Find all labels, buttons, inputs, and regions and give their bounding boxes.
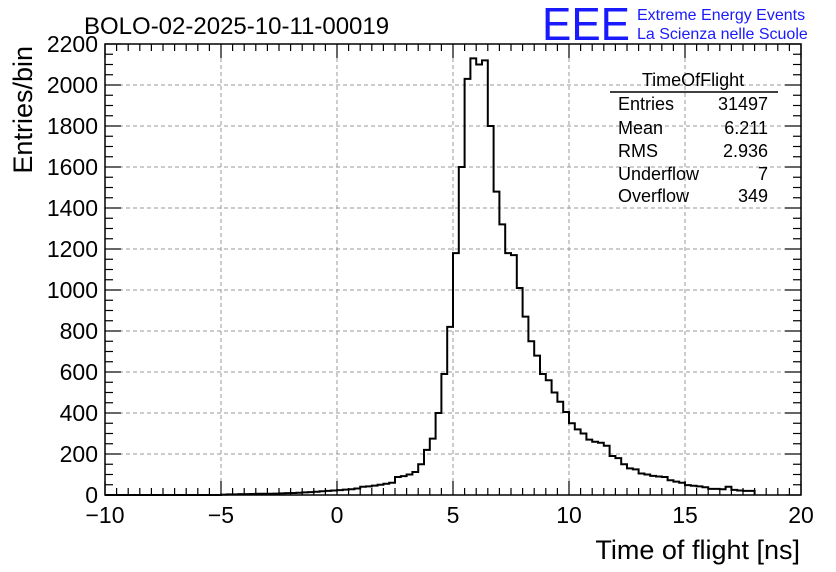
y-tick-label: 1000 [47, 277, 98, 303]
x-tick-label: −10 [85, 502, 124, 528]
eee-logo: EEE Extreme Energy Events La Scienza nel… [542, 0, 808, 50]
y-tick-label: 200 [60, 441, 98, 467]
chart-title: BOLO-02-2025-10-11-00019 [84, 13, 389, 40]
y-tick-label: 1800 [47, 113, 98, 139]
x-tick-label: −5 [208, 502, 234, 528]
stats-value-mean: 6.211 [724, 118, 768, 138]
stats-label-entries: Entries [618, 94, 674, 114]
stats-title: TimeOfFlight [642, 70, 744, 90]
eee-logo-text: EEE [542, 0, 630, 50]
stats-label-overflow: Overflow [618, 186, 690, 206]
y-tick-label: 600 [60, 359, 98, 385]
stats-label-rms: RMS [618, 141, 658, 161]
x-tick-label: 10 [556, 502, 582, 528]
x-tick-label: 20 [788, 502, 814, 528]
y-tick-label: 800 [60, 318, 98, 344]
stats-value-underflow: 7 [758, 164, 768, 184]
y-tick-label: 2000 [47, 72, 98, 98]
ticks-layer [104, 43, 802, 496]
stats-box: TimeOfFlight Entries 31497 Mean 6.211 RM… [610, 70, 778, 206]
eee-logo-line2: La Scienza nelle Scuole [637, 26, 808, 43]
stats-label-mean: Mean [618, 118, 663, 138]
y-tick-label: 1200 [47, 236, 98, 262]
stats-value-rms: 2.936 [723, 141, 768, 161]
x-tick-label: 5 [447, 502, 460, 528]
x-tick-label: 15 [672, 502, 698, 528]
y-tick-label: 1600 [47, 154, 98, 180]
y-tick-label: 1400 [47, 195, 98, 221]
stats-label-underflow: Underflow [618, 164, 700, 184]
stats-value-overflow: 349 [738, 186, 768, 206]
x-axis-label: Time of flight [ns] [595, 535, 800, 565]
tick-labels-layer: −10 −5 0 5 10 15 20020040060080010001200140016… [47, 31, 814, 528]
y-tick-label: 400 [60, 400, 98, 426]
y-axis-label: Entries/bin [8, 46, 38, 174]
y-tick-label: 0 [85, 482, 98, 508]
stats-value-entries: 31497 [718, 94, 768, 114]
eee-logo-line1: Extreme Energy Events [637, 7, 805, 24]
x-tick-label: 0 [331, 502, 344, 528]
y-tick-label: 2200 [47, 31, 98, 57]
